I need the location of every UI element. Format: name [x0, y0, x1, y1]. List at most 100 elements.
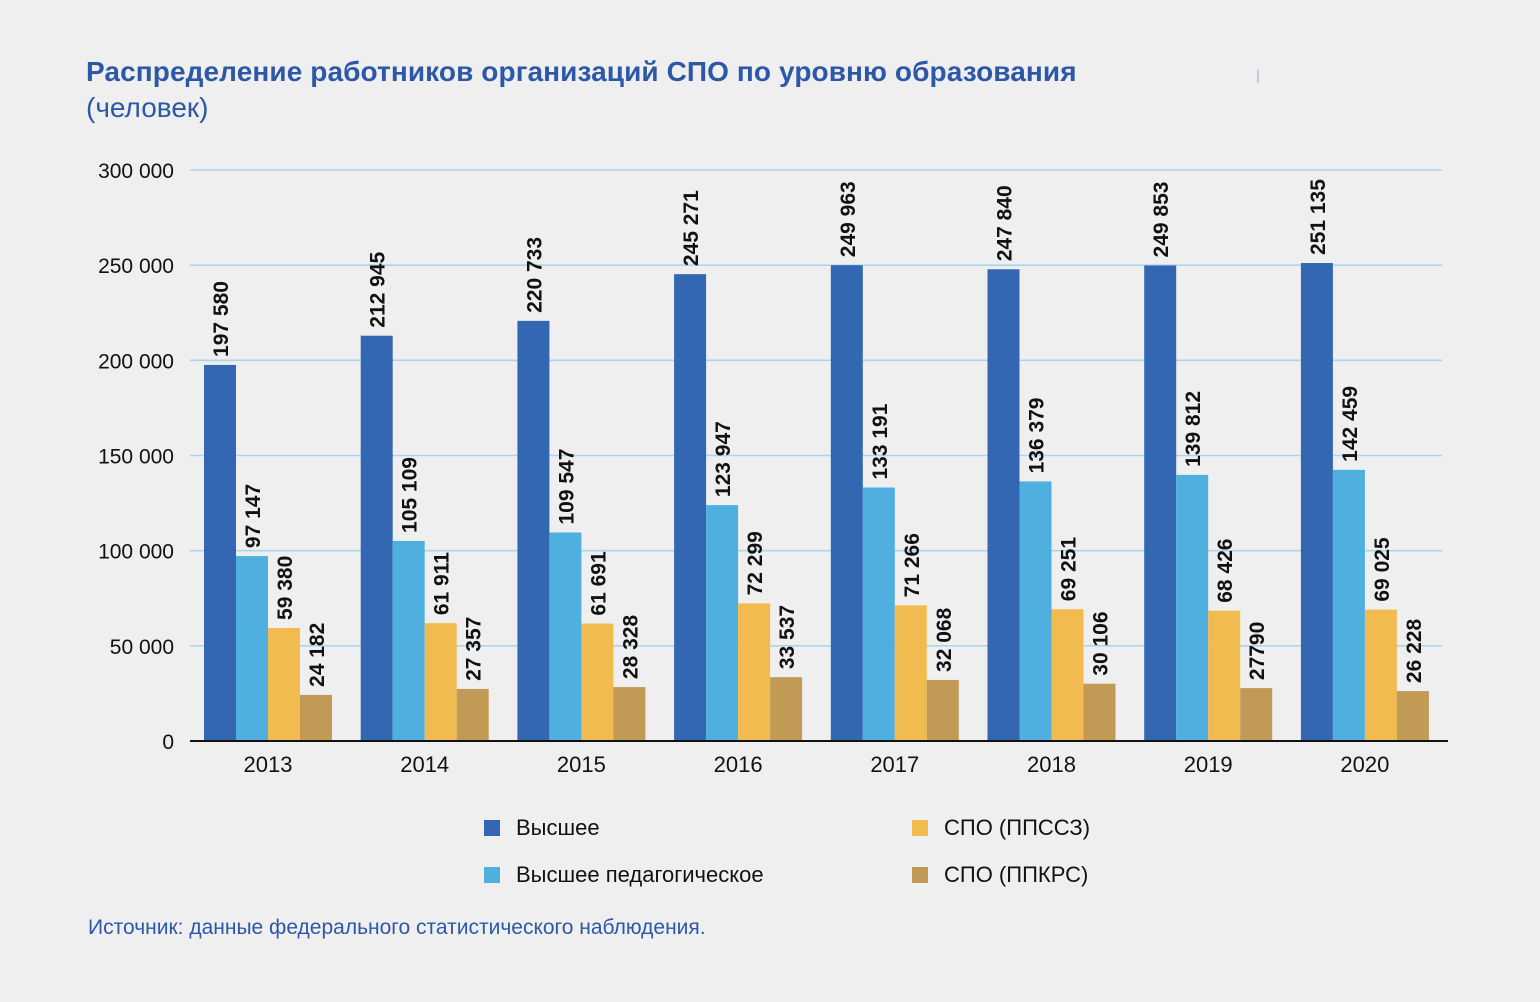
value-label: 212 945: [367, 251, 390, 327]
legend-swatch: [484, 867, 500, 883]
value-label: 245 271: [680, 190, 703, 266]
bar: [1332, 469, 1365, 741]
bar: [1019, 481, 1052, 741]
value-label: 33 537: [776, 605, 799, 669]
bar: [392, 540, 425, 741]
value-label: 28 328: [619, 615, 642, 680]
legend-swatch: [912, 867, 928, 883]
bar: [236, 556, 268, 741]
bar: [456, 688, 489, 741]
value-label: 249 853: [1150, 182, 1173, 258]
value-label: 249 963: [837, 181, 860, 257]
bar: [1051, 609, 1084, 741]
legend-item-spo-ppssz: СПО (ППССЗ): [912, 815, 1090, 841]
y-tick-label: 300 000: [98, 160, 174, 183]
bar: [517, 320, 550, 741]
x-category-label: 2017: [870, 752, 919, 777]
value-label: 68 426: [1214, 539, 1237, 603]
value-label: 69 025: [1371, 537, 1394, 602]
bar: [1396, 691, 1429, 741]
bar: [268, 627, 300, 741]
value-label: 24 182: [306, 623, 329, 687]
bar: [300, 694, 332, 741]
legend-item-vysshee-pedagogicheskoe: Высшее педагогическое: [484, 862, 764, 888]
source-note: Источник: данные федерального статистиче…: [88, 916, 706, 939]
value-label: 27790: [1246, 622, 1269, 680]
legend-swatch: [912, 820, 928, 836]
value-label: 30 106: [1090, 611, 1113, 675]
value-label: 142 459: [1339, 386, 1362, 462]
y-tick-label: 100 000: [98, 541, 174, 564]
x-category-label: 2020: [1340, 752, 1389, 777]
x-category-label: 2019: [1184, 752, 1233, 777]
value-label: 27 357: [463, 617, 486, 681]
decorative-mark: [1257, 70, 1259, 83]
x-axis-category-labels: 2013 2014 2015 2016 2017 2018 2019 2020: [244, 752, 1390, 777]
x-category-label: 2014: [400, 752, 449, 777]
bar: [1083, 683, 1116, 741]
bar: [1300, 263, 1333, 741]
bar: [862, 487, 895, 741]
bar: [549, 532, 582, 741]
value-label: 109 547: [555, 449, 578, 525]
legend-label: СПО (ППКРС): [944, 862, 1089, 887]
bar: [1240, 688, 1273, 741]
bar-chart: 0 50 000 100 000 150 000 200 000 250 000 300 0…: [98, 160, 1448, 777]
legend-label: Высшее педагогическое: [516, 862, 764, 887]
bar: [770, 677, 803, 741]
y-tick-label: 0: [162, 731, 174, 754]
value-label: 61 911: [431, 552, 454, 615]
bar: [894, 605, 927, 741]
value-label: 32 068: [933, 607, 956, 672]
x-category-label: 2013: [244, 752, 293, 777]
x-category-label: 2015: [557, 752, 606, 777]
y-tick-label: 200 000: [98, 350, 174, 373]
x-category-label: 2018: [1027, 752, 1076, 777]
value-labels: 197 580 212 945 220 733 245 271 249 963 247 8…: [210, 179, 1426, 687]
value-label: 72 299: [744, 531, 767, 595]
bar: [738, 603, 771, 741]
value-label: 251 135: [1307, 179, 1330, 255]
value-label: 136 379: [1026, 398, 1049, 474]
legend-item-spo-ppkrs: СПО (ППКРС): [912, 862, 1088, 888]
value-label: 61 691: [587, 551, 610, 616]
value-label: 123 947: [712, 421, 735, 497]
bar: [1176, 474, 1209, 741]
bar: [1144, 265, 1177, 741]
value-label: 71 266: [901, 533, 924, 597]
bar: [830, 265, 863, 741]
bar: [1208, 610, 1241, 741]
legend-item-vysshee: Высшее: [484, 815, 600, 841]
bar: [424, 623, 457, 741]
value-label: 247 840: [994, 185, 1017, 261]
value-label: 139 812: [1182, 391, 1205, 467]
y-tick-label: 150 000: [98, 446, 174, 469]
bar: [926, 679, 959, 741]
value-label: 26 228: [1403, 619, 1426, 684]
value-label: 69 251: [1058, 537, 1081, 602]
bar: [613, 687, 646, 741]
x-category-label: 2016: [714, 752, 763, 777]
chart-title: Распределение работников организаций СПО…: [86, 56, 1077, 87]
legend-label: Высшее: [516, 815, 600, 840]
value-label: 59 380: [274, 556, 297, 620]
chart-subtitle: (человек): [86, 92, 209, 123]
y-tick-label: 250 000: [98, 255, 174, 278]
bar: [581, 623, 614, 741]
bars: [204, 263, 1429, 741]
value-label: 105 109: [399, 457, 422, 533]
bar: [360, 335, 393, 741]
bar: [204, 364, 236, 741]
value-label: 97 147: [242, 484, 265, 548]
legend-swatch: [484, 820, 500, 836]
y-tick-label: 50 000: [110, 636, 174, 659]
bar: [674, 274, 707, 741]
value-label: 197 580: [210, 281, 233, 357]
bar: [987, 269, 1020, 741]
bar: [706, 505, 739, 741]
value-label: 220 733: [523, 237, 546, 313]
y-axis-tick-labels: 0 50 000 100 000 150 000 200 000 250 000 300 0…: [98, 160, 174, 754]
legend-label: СПО (ППССЗ): [944, 815, 1091, 840]
bar: [1364, 609, 1397, 741]
value-label: 133 191: [869, 403, 892, 479]
